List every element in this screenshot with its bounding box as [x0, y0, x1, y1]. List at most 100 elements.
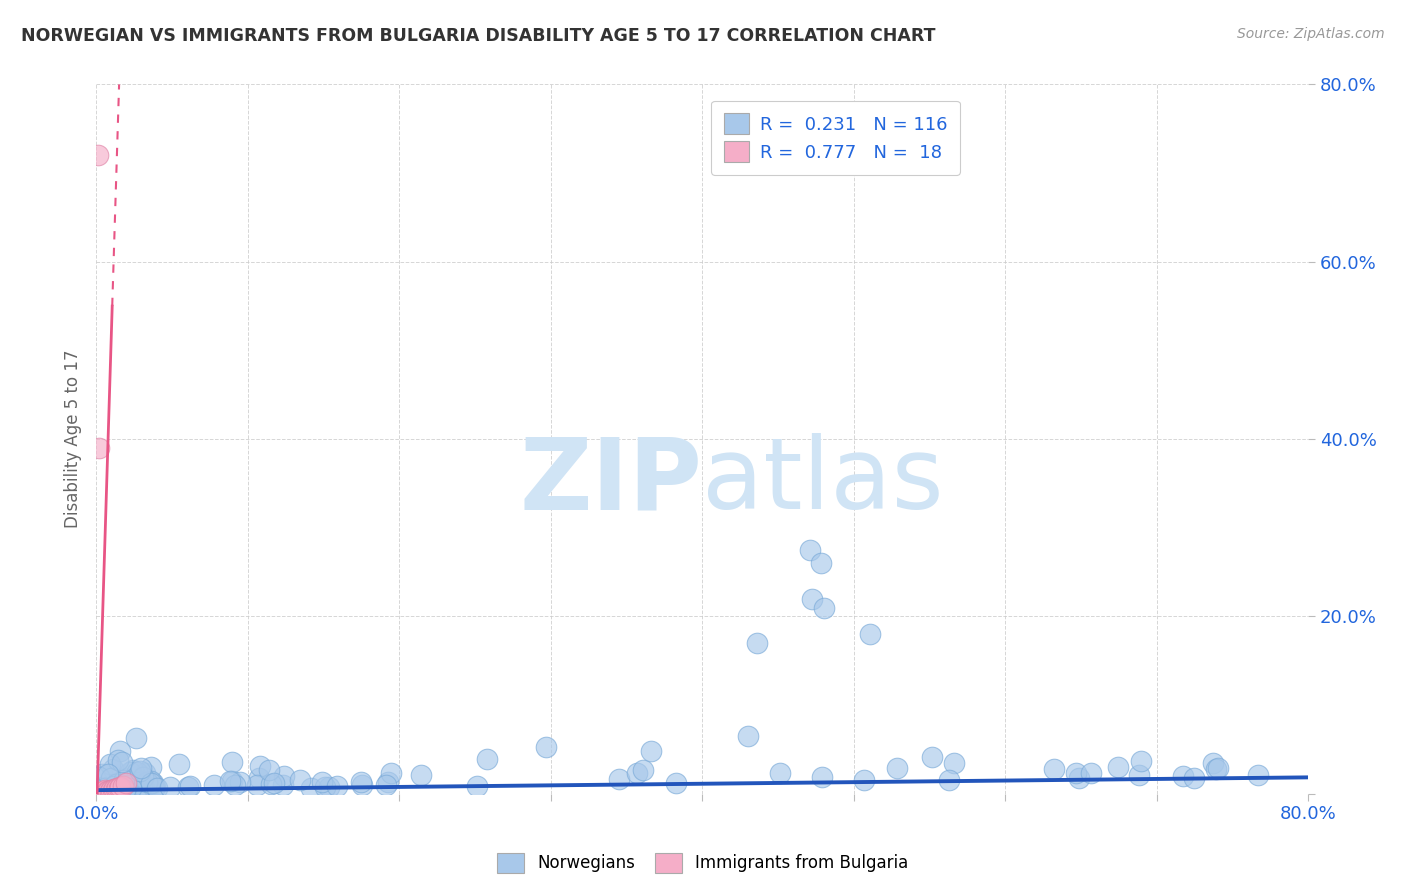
Legend: R =  0.231   N = 116, R =  0.777   N =  18: R = 0.231 N = 116, R = 0.777 N = 18 [711, 101, 960, 175]
Point [1206, 761, 1229, 775]
Point [129, 764, 152, 778]
Point [91, 785, 114, 799]
Point [1067, 771, 1090, 785]
Point [125, 731, 148, 745]
Point [177, 780, 200, 794]
Point [115, 778, 138, 792]
Point [534, 739, 557, 754]
Point [167, 756, 190, 771]
Point [129, 781, 152, 796]
Point [118, 773, 141, 788]
Point [1128, 768, 1150, 782]
Point [104, 782, 127, 797]
Point [114, 781, 136, 796]
Point [105, 777, 128, 791]
Point [745, 636, 768, 650]
Point [115, 782, 138, 797]
Point [1202, 756, 1225, 771]
Point [1064, 766, 1087, 780]
Point [117, 782, 139, 797]
Point [141, 774, 163, 789]
Point [1107, 760, 1129, 774]
Point [93, 784, 115, 798]
Y-axis label: Disability Age 5 to 17: Disability Age 5 to 17 [65, 350, 82, 528]
Point [886, 761, 908, 775]
Point [1043, 762, 1066, 776]
Point [229, 775, 252, 789]
Point [1130, 754, 1153, 768]
Point [142, 780, 165, 795]
Point [103, 762, 125, 776]
Point [465, 779, 488, 793]
Point [813, 600, 835, 615]
Point [105, 781, 128, 796]
Point [938, 772, 960, 787]
Point [141, 776, 163, 790]
Point [108, 743, 131, 757]
Point [475, 752, 498, 766]
Point [94, 781, 117, 796]
Legend: Norwegians, Immigrants from Bulgaria: Norwegians, Immigrants from Bulgaria [491, 847, 915, 880]
Point [374, 778, 396, 792]
Point [122, 763, 145, 777]
Point [263, 776, 285, 790]
Point [90, 785, 112, 799]
Point [159, 780, 181, 795]
Point [90, 780, 112, 794]
Point [640, 744, 662, 758]
Point [273, 769, 295, 783]
Point [145, 780, 167, 794]
Point [98, 757, 121, 772]
Point [98, 784, 121, 798]
Point [112, 772, 135, 786]
Point [380, 765, 402, 780]
Point [290, 772, 312, 787]
Point [852, 773, 875, 788]
Point [132, 780, 155, 794]
Point [108, 780, 131, 794]
Point [96, 784, 118, 798]
Point [146, 781, 169, 796]
Point [111, 755, 134, 769]
Text: Source: ZipAtlas.com: Source: ZipAtlas.com [1237, 27, 1385, 41]
Point [89, 441, 111, 455]
Point [110, 780, 132, 795]
Point [136, 774, 159, 789]
Point [202, 778, 225, 792]
Point [104, 780, 127, 795]
Point [107, 753, 129, 767]
Point [87, 770, 110, 784]
Point [607, 772, 630, 787]
Point [142, 776, 165, 790]
Text: ZIP: ZIP [519, 434, 702, 530]
Point [103, 779, 125, 793]
Point [325, 780, 347, 794]
Point [246, 778, 269, 792]
Point [352, 778, 374, 792]
Point [108, 782, 131, 797]
Text: atlas: atlas [702, 434, 943, 530]
Point [115, 776, 138, 790]
Point [120, 781, 142, 796]
Point [115, 780, 138, 795]
Point [86, 148, 108, 162]
Point [260, 777, 283, 791]
Point [810, 770, 832, 784]
Point [108, 781, 131, 796]
Point [409, 768, 432, 782]
Point [799, 542, 821, 557]
Point [1205, 762, 1227, 776]
Point [103, 782, 125, 797]
Point [249, 759, 271, 773]
Point [114, 782, 136, 797]
Point [314, 780, 336, 794]
Point [114, 782, 136, 797]
Point [377, 775, 399, 789]
Point [633, 763, 655, 777]
Point [127, 765, 149, 780]
Point [134, 765, 156, 780]
Point [91, 781, 114, 796]
Point [179, 780, 201, 794]
Point [131, 779, 153, 793]
Point [127, 774, 149, 789]
